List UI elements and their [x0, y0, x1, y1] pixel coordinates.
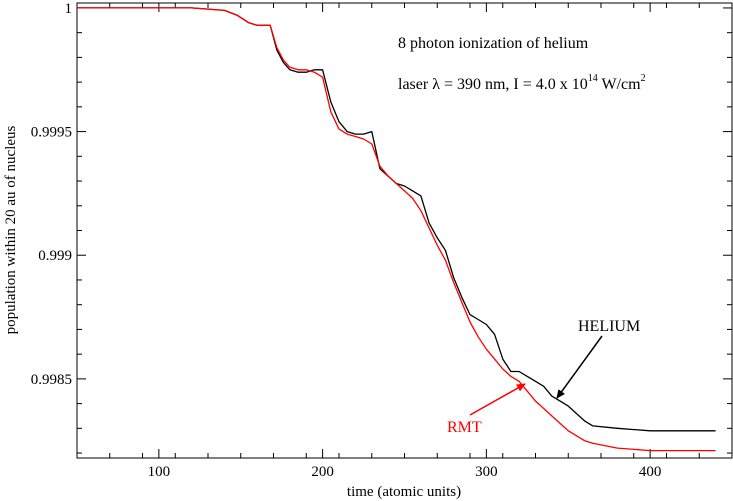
- x-tick-label: 100: [148, 464, 171, 480]
- series-label-rmt: RMT: [447, 419, 482, 436]
- y-tick-label: 0.9985: [31, 372, 72, 388]
- series-line-rmt: [77, 7, 716, 452]
- helium-arrow: [556, 335, 603, 399]
- annotation-laser: laser λ = 390 nm, I = 4.0 x 1014 W/cm2: [398, 73, 646, 93]
- y-tick-label: 0.9995: [31, 125, 72, 141]
- y-tick-label: 0.999: [38, 248, 72, 264]
- y-tick-label: 1: [65, 1, 73, 17]
- annotation-title: 8 photon ionization of helium: [398, 35, 589, 52]
- annotation-laser-exp: 14: [588, 73, 598, 84]
- annotation-laser-prefix: laser λ = 390 nm, I = 4.0 x 10: [398, 76, 588, 93]
- series-label-helium: HELIUM: [578, 318, 640, 335]
- y-axis-label: population within 20 au of nucleus: [3, 125, 19, 334]
- rmt-arrow: [469, 383, 526, 416]
- x-tick-label: 400: [639, 464, 662, 480]
- series-line-helium: [77, 7, 716, 432]
- series-layer: [77, 7, 716, 452]
- x-axis-label: time (atomic units): [347, 484, 461, 500]
- annotation-laser-unit-exp: 2: [641, 73, 646, 84]
- x-tick-label: 300: [475, 464, 498, 480]
- axis-ticks: 100 200 300 400 0.9985 0.999 0.9995 1: [31, 1, 733, 480]
- plot-frame: [76, 2, 733, 459]
- x-tick-label: 200: [311, 464, 334, 480]
- annotation-laser-unit: W/cm: [598, 76, 641, 93]
